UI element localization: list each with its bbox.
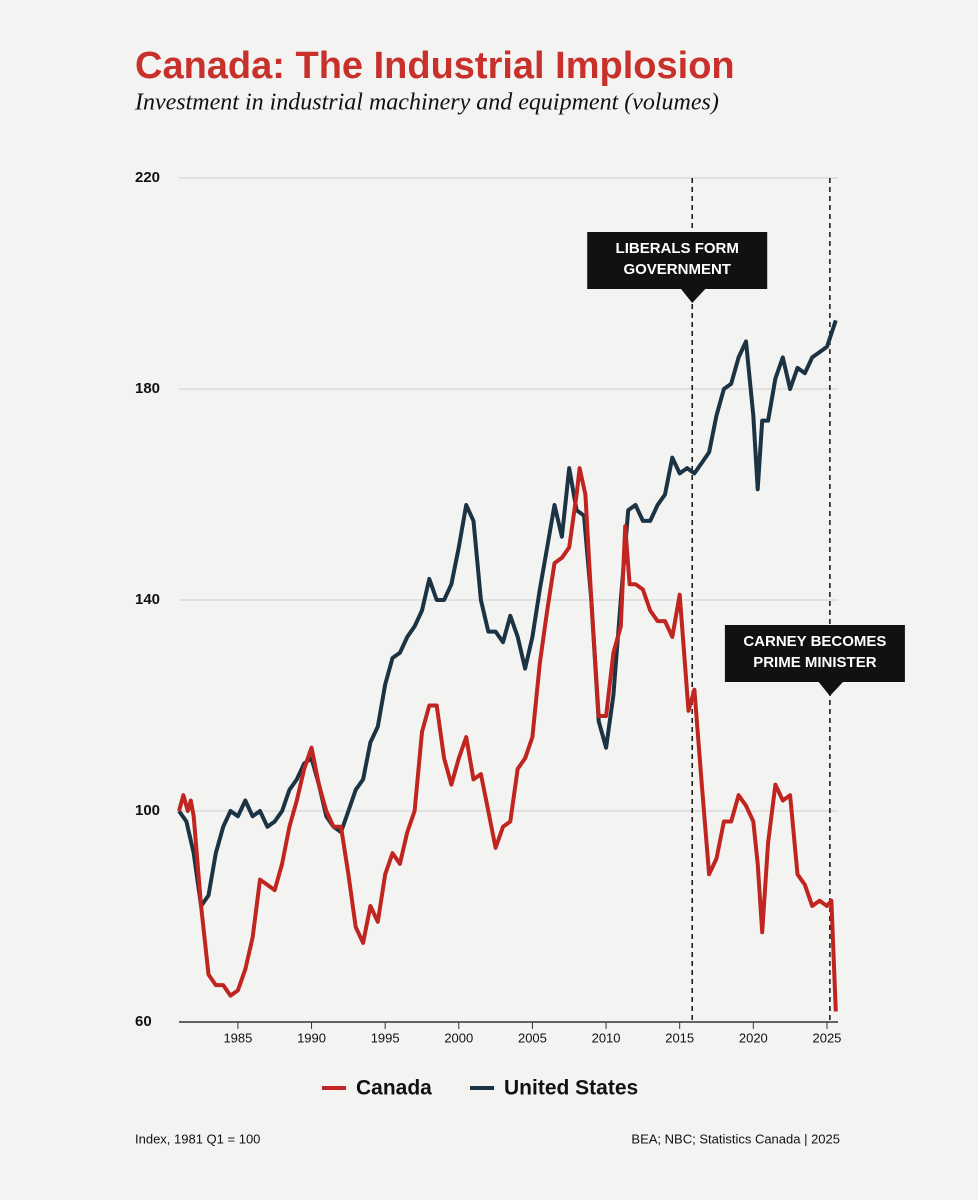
y-tick-label: 180 [135, 380, 160, 397]
x-tick-label: 2015 [665, 1030, 694, 1045]
y-tick-label: 60 [135, 1013, 152, 1030]
chart-title: Canada: The Industrial Implosion [135, 45, 735, 87]
annotation-text: GOVERNMENT [623, 261, 731, 278]
x-tick-label: 2025 [812, 1030, 841, 1045]
annotation-text: LIBERALS FORM [616, 240, 739, 257]
x-tick-label: 2000 [444, 1030, 473, 1045]
footnote: Index, 1981 Q1 = 100 [135, 1131, 260, 1146]
annotation-text: CARNEY BECOMES [743, 633, 886, 650]
x-tick-label: 2020 [739, 1030, 768, 1045]
legend-label: Canada [356, 1077, 432, 1100]
x-tick-label: 1990 [297, 1030, 326, 1045]
annotation-pointer [680, 288, 707, 303]
source: BEA; NBC; Statistics Canada | 2025 [631, 1131, 840, 1146]
x-tick-label: 2010 [592, 1030, 621, 1045]
annotation-box [724, 625, 905, 682]
x-tick-label: 2005 [518, 1030, 547, 1045]
annotation-pointer [817, 681, 844, 696]
y-tick-label: 140 [135, 591, 160, 608]
series-line [177, 466, 838, 1012]
annotation-text: PRIME MINISTER [753, 654, 877, 671]
y-tick-label: 100 [135, 802, 160, 819]
chart-subtitle: Investment in industrial machinery and e… [134, 90, 719, 116]
legend-label: United States [504, 1077, 638, 1100]
x-tick-label: 1985 [223, 1030, 252, 1045]
x-tick-label: 1995 [371, 1030, 400, 1045]
annotation-box [587, 232, 768, 289]
y-tick-label: 220 [135, 169, 160, 186]
series-line [177, 319, 838, 908]
